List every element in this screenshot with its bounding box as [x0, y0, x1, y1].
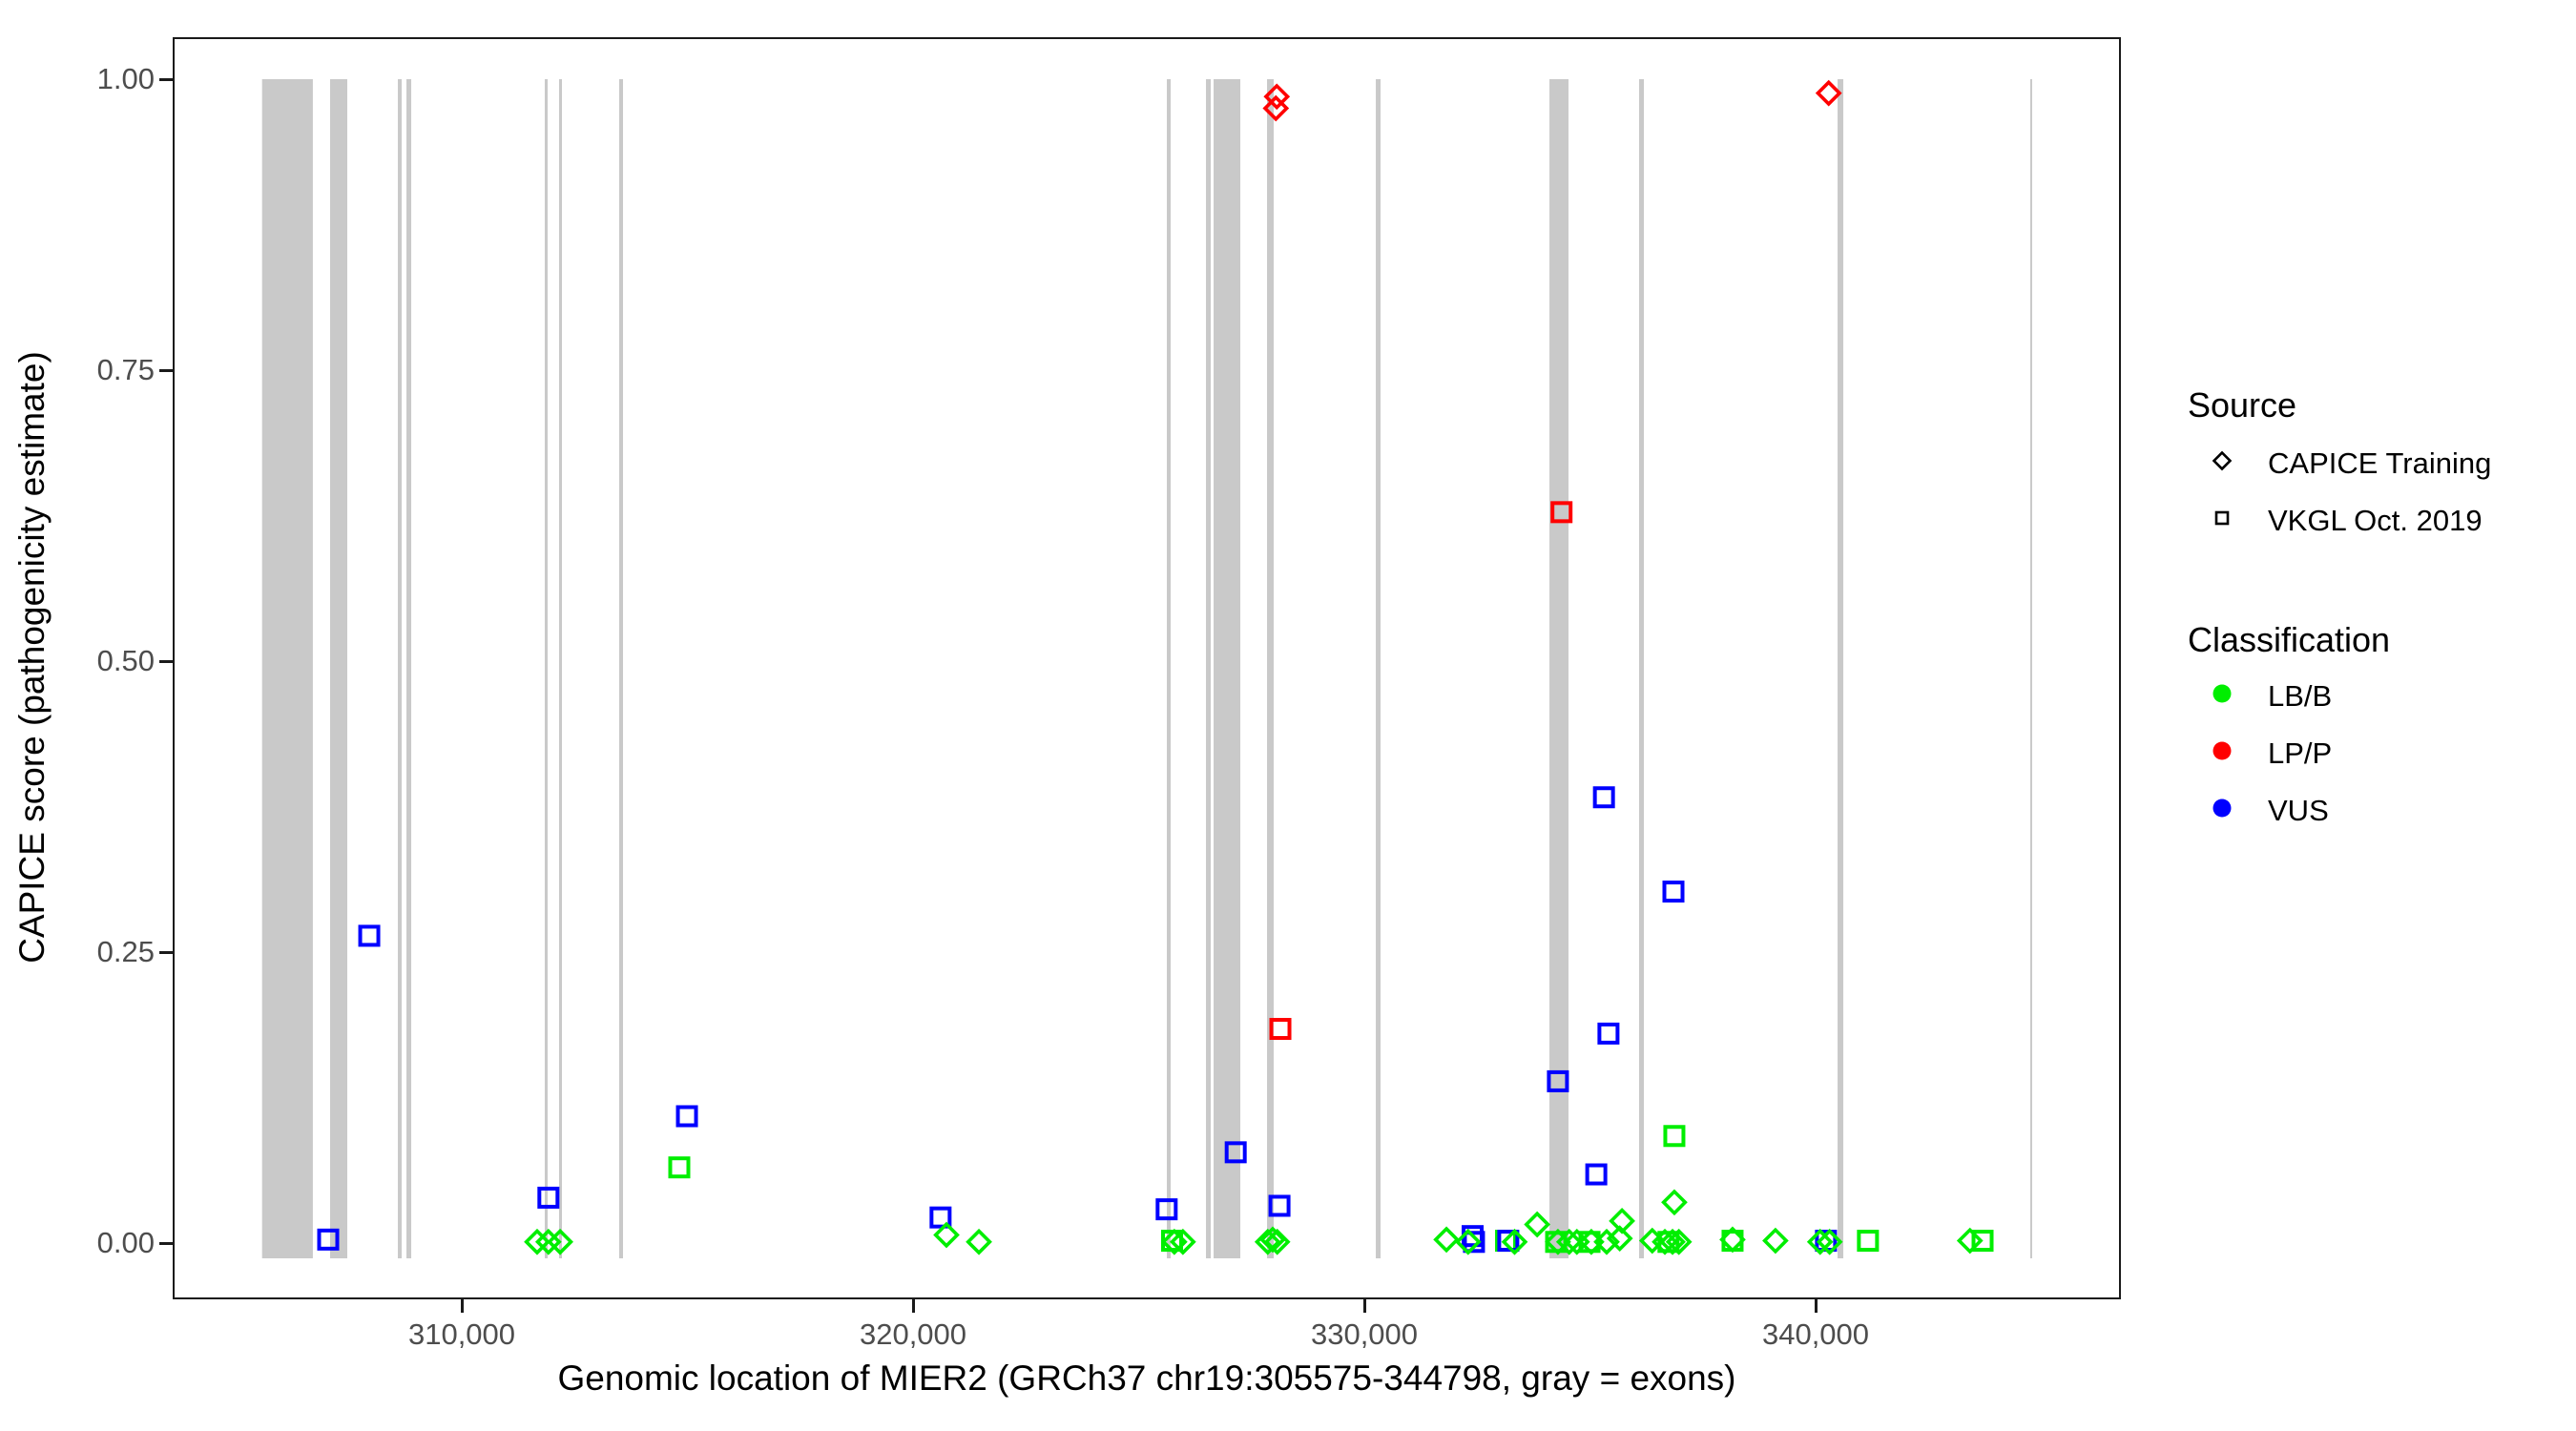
y-tick-label: 0.00: [96, 1226, 155, 1259]
data-point-diamond: [1563, 1228, 1590, 1255]
data-point-square: [1224, 1141, 1247, 1164]
exon-bar: [558, 79, 563, 1258]
diamond-icon: [2212, 450, 2233, 471]
data-point-diamond: [1815, 79, 1842, 107]
exon-bar: [1838, 79, 1844, 1258]
exon-bar: [1549, 79, 1569, 1258]
exon-bar: [1214, 79, 1241, 1258]
data-point-diamond: [1816, 1228, 1843, 1255]
square-icon: [2214, 510, 2230, 526]
data-point-diamond: [1524, 1211, 1551, 1238]
exon-bar: [544, 79, 549, 1258]
exon-bar: [1167, 79, 1172, 1258]
x-axis-title: Genomic location of MIER2 (GRCh37 chr19:…: [557, 1358, 1736, 1398]
data-point-diamond: [1578, 1228, 1605, 1255]
data-point-diamond: [1719, 1226, 1746, 1254]
data-point-diamond: [1661, 1189, 1688, 1216]
data-point-diamond: [1555, 1228, 1583, 1255]
legend-item-label: VKGL Oct. 2019: [2268, 504, 2483, 537]
legend-item-label: LB/B: [2268, 679, 2333, 713]
data-point-diamond: [1652, 1228, 1678, 1255]
x-tick-label: 320,000: [859, 1317, 967, 1351]
data-point-square: [1585, 1163, 1608, 1186]
exon-bar: [261, 79, 313, 1258]
data-point-square: [1971, 1230, 1994, 1253]
legend-item-label: CAPICE Training: [2268, 446, 2492, 480]
legend-source-title: Source: [2188, 385, 2297, 425]
classification-dot-icon: [2212, 798, 2232, 818]
y-tick-mark: [159, 1241, 173, 1245]
exon-bar: [1206, 79, 1212, 1258]
data-point-square: [1155, 1198, 1178, 1221]
data-point-square: [537, 1186, 560, 1209]
x-tick-mark: [1814, 1299, 1818, 1313]
data-point-diamond: [1659, 1228, 1686, 1255]
data-point-square: [1547, 1069, 1569, 1092]
data-point-square: [1663, 1125, 1686, 1148]
exon-bar: [329, 79, 347, 1258]
data-point-square: [1662, 881, 1685, 903]
data-point-square: [1269, 1018, 1292, 1041]
data-point-square: [1463, 1231, 1485, 1254]
exon-bar: [397, 79, 402, 1258]
x-tick-label: 330,000: [1310, 1317, 1419, 1351]
x-tick-label: 310,000: [407, 1317, 516, 1351]
y-tick-label: 0.75: [96, 353, 155, 386]
exon-bar: [406, 79, 412, 1258]
y-tick-label: 1.00: [96, 62, 155, 95]
legend-item-label: LP/P: [2268, 736, 2333, 770]
exon-bar: [1639, 79, 1645, 1258]
y-tick-label: 0.25: [96, 935, 155, 968]
classification-dot-icon: [2212, 741, 2232, 760]
legend-item-label: VUS: [2268, 794, 2329, 827]
data-point-diamond: [966, 1228, 992, 1255]
data-point-diamond: [1501, 1228, 1528, 1255]
y-tick-mark: [159, 368, 173, 372]
exon-bar: [2029, 79, 2032, 1258]
data-point-square: [668, 1156, 691, 1179]
y-axis-title: CAPICE score (pathogenicity estimate): [12, 351, 52, 964]
data-point-diamond: [1454, 1228, 1482, 1255]
data-point-square: [1592, 786, 1615, 809]
data-point-diamond: [1169, 1228, 1196, 1255]
data-point-diamond: [1606, 1225, 1633, 1252]
exon-bar: [1267, 79, 1275, 1258]
exon-bar: [618, 79, 624, 1258]
y-tick-mark: [159, 659, 173, 663]
plot-panel: [173, 37, 2121, 1299]
x-tick-mark: [911, 1299, 915, 1313]
x-tick-mark: [460, 1299, 464, 1313]
data-point-diamond: [1263, 1228, 1291, 1255]
data-point-diamond: [1956, 1227, 1984, 1255]
data-point-diamond: [1762, 1227, 1789, 1255]
y-tick-label: 0.50: [96, 644, 155, 677]
data-point-diamond: [1433, 1226, 1460, 1254]
data-point-diamond: [1665, 1228, 1693, 1255]
x-tick-mark: [1362, 1299, 1366, 1313]
classification-dot-icon: [2212, 684, 2232, 703]
data-point-diamond: [1263, 83, 1291, 111]
data-point-diamond: [933, 1221, 960, 1249]
data-point-square: [1497, 1230, 1520, 1253]
data-point-square: [1857, 1230, 1880, 1253]
data-point-square: [1550, 501, 1573, 524]
exon-bar: [1376, 79, 1381, 1258]
legend-classification-title: Classification: [2188, 620, 2391, 659]
data-point-square: [358, 924, 381, 947]
data-point-square: [929, 1206, 952, 1229]
data-point-square: [1597, 1022, 1620, 1045]
data-point-square: [675, 1105, 698, 1128]
data-point-diamond: [547, 1228, 573, 1255]
y-tick-mark: [159, 77, 173, 81]
data-point-square: [1268, 1194, 1291, 1217]
data-point-square: [317, 1228, 340, 1251]
x-tick-label: 340,000: [1761, 1317, 1870, 1351]
data-point-diamond: [1609, 1207, 1635, 1234]
y-tick-mark: [159, 950, 173, 954]
